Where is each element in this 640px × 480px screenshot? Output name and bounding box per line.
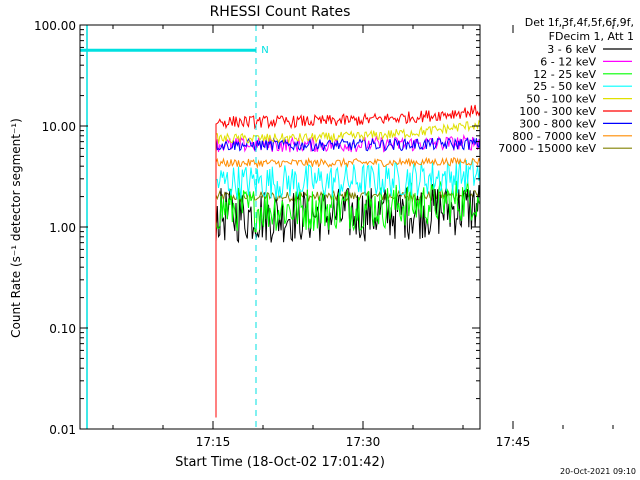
legend-header-line-2: FDecim 1, Att 1 <box>549 30 634 43</box>
x-axis-label: Start Time (18-Oct-02 17:01:42) <box>175 455 385 470</box>
legend-label-8: 7000 - 15000 keV <box>498 142 596 155</box>
legend: Det 1f,3f,4f,5f,6f,9f, FDecim 1, Att 1 3… <box>498 16 634 155</box>
flag-label-n: N <box>261 45 268 56</box>
y-axis-label: Count Rate (s⁻¹ detector segment⁻¹) <box>9 118 23 338</box>
y-axis: 0.01 0.10 1.00 10.00 100.00 <box>34 19 480 437</box>
series-trace-6-0 <box>215 136 480 418</box>
series-trace-7-0 <box>215 156 480 418</box>
series-trace-0-0 <box>215 184 480 418</box>
legend-header-line-1: Det 1f,3f,4f,5f,6f,9f, <box>525 16 634 29</box>
legend-label-1: 6 - 12 keV <box>540 55 596 68</box>
legend-label-4: 50 - 100 keV <box>526 93 596 106</box>
series-trace-1-0 <box>215 133 480 418</box>
y-tick-label-1: 0.10 <box>49 322 76 336</box>
chart-title: RHESSI Count Rates <box>210 4 351 20</box>
y-tick-label-4: 100.00 <box>34 19 76 33</box>
legend-label-2: 12 - 25 keV <box>533 68 596 81</box>
series-12-25-kev <box>215 180 480 418</box>
legend-label-7: 800 - 7000 keV <box>512 130 596 143</box>
legend-label-0: 3 - 6 keV <box>547 43 596 56</box>
series-25-50-kev <box>215 158 480 418</box>
series-trace-4-0 <box>215 119 480 418</box>
series-800-7000-kev <box>215 156 480 418</box>
series-3-6-kev <box>215 184 480 418</box>
legend-label-5: 100 - 300 keV <box>519 105 596 118</box>
legend-label-6: 300 - 800 keV <box>519 117 596 130</box>
series-trace-3-0 <box>215 158 480 418</box>
x-tick-label-1: 17:30 <box>346 435 381 449</box>
series-50-100-kev <box>215 119 480 418</box>
timestamp: 20-Oct-2021 09:10 <box>560 467 636 476</box>
series-trace-5-0 <box>215 104 480 418</box>
series-100-300-kev <box>215 104 480 418</box>
series-trace-2-0 <box>215 180 480 418</box>
y-tick-label-0: 0.01 <box>49 423 76 437</box>
series-6-12-kev <box>215 133 480 418</box>
series-300-800-kev <box>215 136 480 418</box>
legend-label-3: 25 - 50 keV <box>533 80 596 93</box>
series-layer <box>215 104 480 418</box>
y-tick-label-3: 10.00 <box>42 120 76 134</box>
x-tick-label-2: 17:45 <box>496 435 531 449</box>
y-tick-label-2: 1.00 <box>49 221 76 235</box>
x-tick-label-0: 17:15 <box>196 435 231 449</box>
